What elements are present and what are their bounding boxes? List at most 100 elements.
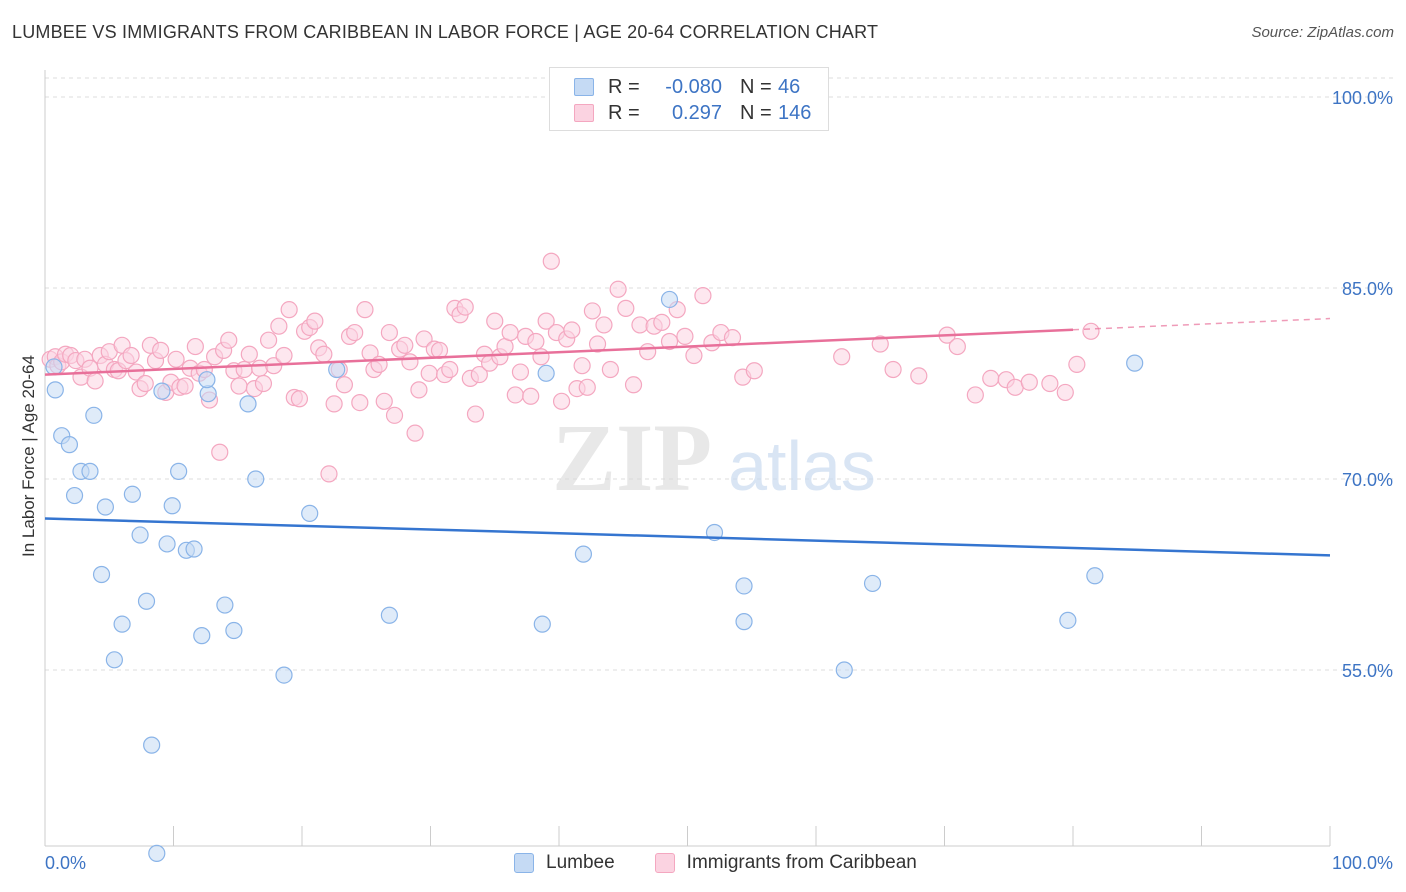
lumbee-points <box>45 290 1144 862</box>
caribbean-point <box>871 335 889 353</box>
caribbean-point <box>532 348 550 366</box>
legend-r-label: R = <box>608 75 640 98</box>
caribbean-point <box>406 424 424 442</box>
lumbee-point <box>328 360 346 379</box>
lumbee-point <box>148 844 166 862</box>
caribbean-point <box>884 360 902 379</box>
caribbean-point <box>1068 355 1086 373</box>
caribbean-point <box>410 381 428 399</box>
legend-swatch-lumbee <box>574 78 594 96</box>
caribbean-point <box>176 377 194 395</box>
legend-swatch-caribbean <box>654 853 675 873</box>
y-tick-label: 100.0% <box>1332 88 1393 108</box>
caribbean-point <box>356 301 374 319</box>
caribbean-point <box>346 323 364 342</box>
x-tick-label-max: 100.0% <box>1332 853 1393 873</box>
caribbean-point <box>522 387 540 405</box>
lumbee-point <box>123 485 141 503</box>
caribbean-point <box>306 312 324 330</box>
legend-row-caribbean: R = 0.297 N = 146 <box>574 101 811 125</box>
caribbean-point <box>685 346 703 365</box>
caribbean-point <box>563 321 581 339</box>
lumbee-point <box>163 497 181 515</box>
legend-n-value: 146 <box>778 101 812 124</box>
caribbean-point <box>186 337 204 356</box>
watermark-zip: ZIP <box>552 404 712 511</box>
caribbean-point <box>595 316 613 334</box>
legend-n-label: N = <box>740 101 772 124</box>
caribbean-point <box>609 280 627 298</box>
caribbean-point <box>982 369 1000 388</box>
y-axis-label: In Labor Force | Age 20-64 <box>19 355 38 557</box>
caribbean-point <box>527 332 545 351</box>
caribbean-point <box>270 317 288 335</box>
caribbean-trend-extension <box>1072 317 1331 331</box>
legend-r-value: -0.080 <box>665 75 722 98</box>
caribbean-point <box>578 378 596 396</box>
caribbean-point <box>152 341 170 359</box>
lumbee-point <box>45 358 63 376</box>
caribbean-point <box>601 360 620 379</box>
caribbean-point <box>259 331 278 349</box>
caribbean-point <box>136 374 154 393</box>
lumbee-point <box>137 592 156 610</box>
caribbean-point <box>501 323 519 342</box>
correlation-legend: R = -0.080 N = 46 R = 0.297 N = 146 <box>549 67 829 131</box>
caribbean-point <box>290 390 309 408</box>
lumbee-point <box>863 574 882 593</box>
caribbean-point <box>624 376 643 394</box>
lumbee-point <box>185 540 203 558</box>
caribbean-point <box>745 362 763 380</box>
lumbee-point <box>301 504 319 522</box>
caribbean-point <box>1056 383 1074 402</box>
caribbean-point <box>631 316 649 334</box>
lumbee-point <box>143 736 161 754</box>
lumbee-point <box>96 498 114 516</box>
caribbean-point <box>573 357 591 375</box>
legend-r-value: 0.297 <box>671 101 722 124</box>
caribbean-point <box>617 299 635 317</box>
caribbean-point <box>653 313 671 331</box>
legend-swatch-lumbee <box>514 853 534 873</box>
lumbee-point <box>275 666 293 684</box>
caribbean-point <box>420 364 438 382</box>
lumbee-point <box>574 545 593 563</box>
chart-title: LUMBEE VS IMMIGRANTS FROM CARIBBEAN IN L… <box>12 22 879 42</box>
lumbee-point <box>225 621 243 640</box>
caribbean-point <box>1020 373 1038 391</box>
caribbean-point <box>385 406 404 424</box>
caribbean-trend-line <box>44 328 1074 376</box>
lumbee-point <box>60 436 79 454</box>
caribbean-point <box>588 335 607 353</box>
zipatlas-watermark: ZIP atlas <box>552 404 876 511</box>
y-tick-label: 70.0% <box>1342 470 1393 490</box>
lumbee-point <box>216 596 234 614</box>
caribbean-point <box>230 377 248 395</box>
series-legend: Lumbee Immigrants from Caribbean <box>514 852 957 874</box>
lumbee-point <box>193 627 211 645</box>
y-tick-label: 55.0% <box>1342 661 1393 681</box>
caribbean-point <box>335 376 354 394</box>
lumbee-point <box>239 395 257 413</box>
lumbee-point <box>113 615 131 633</box>
legend-r-label: R = <box>608 101 640 124</box>
caribbean-point <box>235 360 253 379</box>
caribbean-point <box>275 346 293 365</box>
lumbee-point <box>65 486 84 505</box>
lumbee-point <box>735 613 753 631</box>
caribbean-point <box>486 312 504 330</box>
lumbee-point <box>92 565 111 584</box>
legend-swatch-caribbean <box>574 104 594 122</box>
legend-label-caribbean: Immigrants from Caribbean <box>686 852 917 873</box>
legend-label-lumbee: Lumbee <box>546 852 615 873</box>
caribbean-point <box>167 350 185 368</box>
lumbee-point <box>735 577 753 595</box>
caribbean-point <box>441 360 459 379</box>
lumbee-point <box>537 364 555 382</box>
caribbean-point <box>506 386 524 404</box>
caribbean-point <box>220 331 238 349</box>
caribbean-point <box>537 312 555 330</box>
lumbee-point <box>131 526 149 544</box>
caribbean-point <box>211 443 229 461</box>
